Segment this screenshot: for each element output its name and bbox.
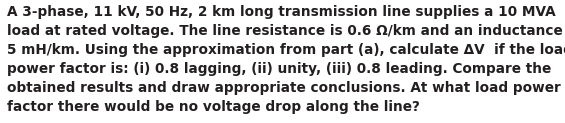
- Text: factor there would be no voltage drop along the line?: factor there would be no voltage drop al…: [7, 100, 420, 114]
- Text: 5 mH/km. Using the approximation from part (a), calculate ΔV  if the load: 5 mH/km. Using the approximation from pa…: [7, 43, 565, 57]
- Text: load at rated voltage. The line resistance is 0.6 Ω/km and an inductance is: load at rated voltage. The line resistan…: [7, 24, 565, 38]
- Text: obtained results and draw appropriate conclusions. At what load power: obtained results and draw appropriate co…: [7, 81, 561, 95]
- Text: power factor is: (i) 0.8 lagging, (ii) unity, (iii) 0.8 leading. Compare the: power factor is: (i) 0.8 lagging, (ii) u…: [7, 62, 551, 76]
- Text: A 3-phase, 11 kV, 50 Hz, 2 km long transmission line supplies a 10 MVA: A 3-phase, 11 kV, 50 Hz, 2 km long trans…: [7, 5, 556, 19]
